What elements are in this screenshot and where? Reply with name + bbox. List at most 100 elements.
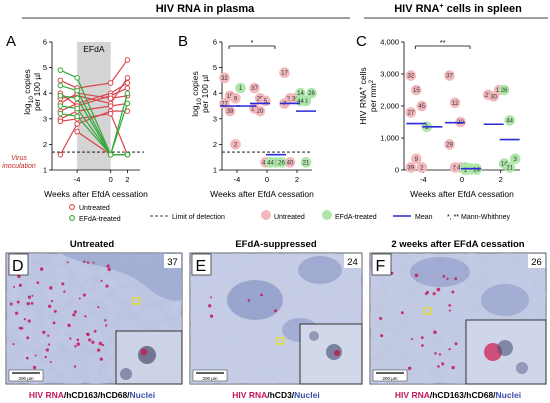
point-label-treated: 26 [501, 88, 508, 94]
hiv-rna-signal-dot [39, 267, 44, 271]
point-untreated [444, 70, 455, 81]
panel-b-y-tick-label: 4 [213, 89, 217, 98]
hiv-rna-signal-dot [104, 319, 107, 322]
point-label-untreated: 45 [418, 104, 425, 110]
hiv-rna-signal-dot [26, 301, 30, 306]
hiv-rna-signal-dot [14, 311, 19, 315]
image-d-letter: D [12, 258, 24, 275]
hiv-rna-signal-dot [32, 365, 37, 370]
hiv-rna-signal-dot [410, 338, 413, 341]
panel-c-x-tick-label: -4 [420, 175, 427, 184]
panel-a-point-treated [57, 82, 64, 89]
hiv-rna-signal-dot [88, 338, 92, 342]
panel-a-y-tick-label: 2 [43, 140, 47, 149]
micrograph-e: E 24 200 µm [189, 252, 363, 385]
point-label-treated: 26 [308, 91, 315, 97]
panel-b-y-tick-label: 6 [213, 38, 217, 47]
hiv-rna-signal-dot [247, 299, 251, 302]
panel-b-x-tick-label: -4 [234, 175, 241, 184]
point-label-treated: 26 [278, 160, 285, 166]
panel-b-y-tick-label: 1 [213, 166, 217, 175]
micrograph-f-follicle-2 [481, 284, 529, 316]
micrograph-d-inset-signal [140, 348, 148, 356]
legend-untreated-b: Untreated [274, 214, 305, 221]
point-label-untreated: 15 [227, 94, 234, 100]
micrograph-f-inset-cell [497, 340, 513, 356]
point-untreated [249, 82, 260, 94]
panel-c-y-tick-label: 0 [395, 166, 399, 175]
stain-caption-segment: HIV RNA [29, 390, 64, 400]
hiv-rna-signal-dot [92, 261, 95, 264]
image-f-letter: F [376, 258, 386, 275]
micrograph-f-inset-nucleus [516, 362, 528, 374]
panel-b-significance: * [228, 38, 276, 49]
panel-a-y-tick-label: 1 [43, 166, 47, 175]
point-treated [276, 157, 287, 168]
hiv-rna-signal-dot [30, 302, 34, 305]
virus-inoculation-label-2: inoculation [2, 163, 36, 170]
point-label-treated: 14 [297, 91, 304, 97]
hiv-rna-signal-dot [86, 332, 88, 335]
panel-b-y-tick-label: 2 [213, 140, 217, 149]
point-label-untreated: 27 [221, 101, 228, 107]
panel-c-x-tick-label: 0 [460, 175, 464, 184]
image-f-letter-box [371, 253, 392, 276]
panel-c-axes: 0 1,000 2,000 3,000 4,000 -4 0 2 [380, 38, 520, 184]
hiv-rna-signal-dot [210, 296, 212, 299]
hiv-rna-signal-dot [400, 311, 404, 315]
panel-b-means [220, 102, 316, 156]
hiv-rna-signal-dot [12, 343, 15, 346]
image-e-title: EFdA-suppressed [235, 239, 316, 250]
panel-a-point-untreated [74, 121, 80, 127]
stain-caption-segment: Nuclei [130, 390, 156, 400]
point-untreated [416, 162, 428, 173]
hiv-rna-signal-dot [27, 295, 32, 299]
panel-a-axes: 1 2 3 4 5 6 -4 0 2 [43, 38, 140, 184]
hiv-rna-signal-dot [82, 293, 86, 297]
point-treated [498, 84, 510, 96]
micrograph-f-follicle-1 [410, 257, 470, 287]
panel-a-point-untreated [124, 57, 131, 63]
image-e-scalebar-box [192, 369, 228, 382]
hiv-rna-signal-dot [260, 293, 263, 297]
point-untreated [219, 72, 230, 84]
hiv-rna-signal-dot [434, 352, 437, 355]
panel-a-point-treated [74, 75, 80, 81]
panel-a-y-tick-label: 3 [43, 114, 47, 123]
panel-b-letter: B [178, 33, 188, 50]
hiv-rna-signal-dot [433, 330, 437, 334]
hiv-rna-signal-dot [380, 334, 384, 338]
header-right: HIV RNA+ cells in spleen [364, 3, 548, 19]
panel-a-y-tick-label: 4 [43, 89, 47, 98]
panel-a-x-tick-label: 0 [109, 175, 113, 184]
hiv-rna-signal-dot [78, 297, 81, 300]
panel-a-point-treated [124, 90, 131, 96]
point-treated [300, 157, 312, 168]
point-untreated [230, 93, 241, 104]
hiv-rna-signal-dot [82, 260, 86, 264]
hiv-rna-signal-dot [97, 306, 100, 309]
header-left-text: HIV RNA in plasma [156, 3, 255, 15]
panel-a-point-untreated [74, 128, 80, 135]
hiv-rna-signal-dot [25, 356, 29, 360]
image-d-scalebar-box [8, 369, 44, 382]
micrograph-e-hiv-rna-signals [208, 293, 277, 318]
hiv-rna-signal-dot [72, 313, 76, 317]
hiv-rna-signal-dot [100, 279, 103, 282]
panel-c-means [406, 121, 520, 170]
panel-a-series-line-treated [60, 113, 128, 156]
hiv-rna-signal-dot [74, 344, 77, 348]
stain-caption-segment: HIV RNA [232, 390, 267, 400]
hiv-rna-signal-dot [47, 334, 50, 337]
hiv-rna-signal-dot [93, 329, 97, 333]
panel-bc-legend: Limit of detection Untreated EFdA-treate… [150, 210, 511, 221]
point-label-treated: 21 [506, 165, 513, 171]
hiv-rna-signal-dot [408, 366, 412, 371]
stain-caption-segment: /hCD163/hCD68/ [64, 390, 130, 400]
point-untreated [449, 97, 461, 109]
panel-a-point-untreated [107, 95, 114, 102]
hiv-rna-signal-dot [18, 283, 22, 287]
image-f-scalebar-box [372, 369, 408, 382]
